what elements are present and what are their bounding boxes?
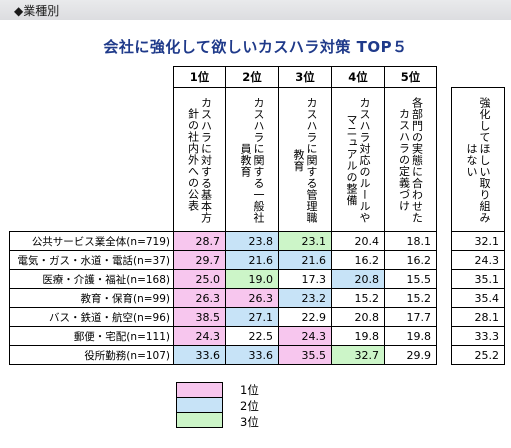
table-row: 医療・介護・福祉(n=168) 25.0 19.0 17.3 20.8 15.5 35.1	[9, 269, 505, 289]
value-cell: 29.7	[173, 250, 226, 270]
row-label: 公共サービス業全体(n=719)	[9, 231, 174, 251]
legend-label-rank2: 2位	[240, 399, 259, 413]
value-cell: 24.3	[173, 326, 226, 346]
rank-header-2: 2位	[225, 66, 279, 88]
value-cell: 18.1	[384, 231, 437, 251]
table-body: 公共サービス業全体(n=719) 28.7 23.8 23.1 20.4 18.1 32.1…	[9, 231, 505, 365]
value-cell: 29.9	[384, 345, 437, 365]
value-cell: 22.9	[278, 307, 332, 327]
chart-title: 会社に強化して欲しいカスハラ対策 TOP５	[103, 38, 408, 56]
value-cell: 16.2	[331, 250, 385, 270]
value-cell: 21.6	[278, 250, 332, 270]
section-header-bar: ◆業種別	[0, 0, 511, 20]
rank-header-4: 4位	[331, 66, 385, 88]
legend-swatch-rank3	[176, 412, 223, 428]
value-cell: 28.7	[173, 231, 226, 251]
legend-swatch-rank2	[176, 397, 223, 413]
extra-value-cell: 35.4	[451, 288, 505, 308]
rank-header-3: 3位	[278, 66, 332, 88]
value-cell: 33.6	[225, 345, 279, 365]
value-cell: 33.6	[173, 345, 226, 365]
extra-value-cell: 25.2	[451, 345, 505, 365]
extra-value-cell: 33.3	[451, 326, 505, 346]
value-cell: 20.8	[331, 269, 385, 289]
value-cell: 21.6	[225, 250, 279, 270]
value-cell: 26.3	[173, 288, 226, 308]
row-label: 郵便・宅配(n=111)	[9, 326, 174, 346]
row-label: 医療・介護・福祉(n=168)	[9, 269, 174, 289]
legend-swatch-rank1	[176, 382, 223, 398]
table-row: 公共サービス業全体(n=719) 28.7 23.8 23.1 20.4 18.1 32.1	[9, 231, 505, 251]
row-label: 役所勤務(n=107)	[9, 345, 174, 365]
value-cell: 17.7	[384, 307, 437, 327]
value-cell: 38.5	[173, 307, 226, 327]
column-header-5: 各部門の実態に合わせたカスハラの定義づけ	[384, 87, 437, 232]
extra-value-cell: 24.3	[451, 250, 505, 270]
value-cell: 25.0	[173, 269, 226, 289]
value-cell: 24.3	[278, 326, 332, 346]
row-label: 教育・保育(n=99)	[9, 288, 174, 308]
extra-value-cell: 35.1	[451, 269, 505, 289]
column-header-extra: 強化してほしい取り組みはない	[451, 87, 505, 232]
legend-label-rank3: 3位	[240, 415, 259, 429]
value-cell: 35.5	[278, 345, 332, 365]
value-cell: 19.8	[384, 326, 437, 346]
corner-cell	[10, 67, 174, 88]
row-label: バス・鉄道・航空(n=96)	[9, 307, 174, 327]
value-cell: 20.8	[331, 307, 385, 327]
value-cell: 23.8	[225, 231, 279, 251]
ranking-table: 1位 2位 3位 4位 5位 カスハラに対する基本方針の社内外への公表 カスハラ…	[9, 66, 505, 365]
table-row: 教育・保育(n=99) 26.3 26.3 23.2 15.2 15.2 35.4	[9, 288, 505, 308]
value-cell: 23.1	[278, 231, 332, 251]
row-label: 電気・ガス・水道・電話(n=37)	[9, 250, 174, 270]
table-row: 郵便・宅配(n=111) 24.3 22.5 24.3 19.8 19.8 33.3	[9, 326, 505, 346]
column-header-2: カスハラに関する一般社員教育	[225, 87, 279, 232]
rank-header-5: 5位	[384, 66, 437, 88]
value-cell: 26.3	[225, 288, 279, 308]
value-cell: 22.5	[225, 326, 279, 346]
table-row: 電気・ガス・水道・電話(n=37) 29.7 21.6 21.6 16.2 16.2 24.…	[9, 250, 505, 270]
legend-label-rank1: 1位	[240, 383, 259, 397]
value-cell: 20.4	[331, 231, 385, 251]
extra-value-cell: 32.1	[451, 231, 505, 251]
table-row: 役所勤務(n=107) 33.6 33.6 35.5 32.7 29.9 25.2	[9, 345, 505, 365]
value-cell: 16.2	[384, 250, 437, 270]
value-cell: 15.2	[331, 288, 385, 308]
table-row: バス・鉄道・航空(n=96) 38.5 27.1 22.9 20.8 17.7 28.1	[9, 307, 505, 327]
value-cell: 32.7	[331, 345, 385, 365]
value-cell: 17.3	[278, 269, 332, 289]
value-cell: 23.2	[278, 288, 332, 308]
column-header-1: カスハラに対する基本方針の社内外への公表	[173, 87, 226, 232]
value-cell: 27.1	[225, 307, 279, 327]
value-cell: 15.2	[384, 288, 437, 308]
value-cell: 19.8	[331, 326, 385, 346]
value-cell: 19.0	[225, 269, 279, 289]
rank-header-1: 1位	[173, 66, 226, 88]
extra-value-cell: 28.1	[451, 307, 505, 327]
column-header-4: カスハラ対応のルールやマニュアルの整備	[331, 87, 385, 232]
column-header-3: カスハラに関する管理職教育	[278, 87, 332, 232]
section-label: ◆業種別	[14, 4, 60, 18]
value-cell: 15.5	[384, 269, 437, 289]
